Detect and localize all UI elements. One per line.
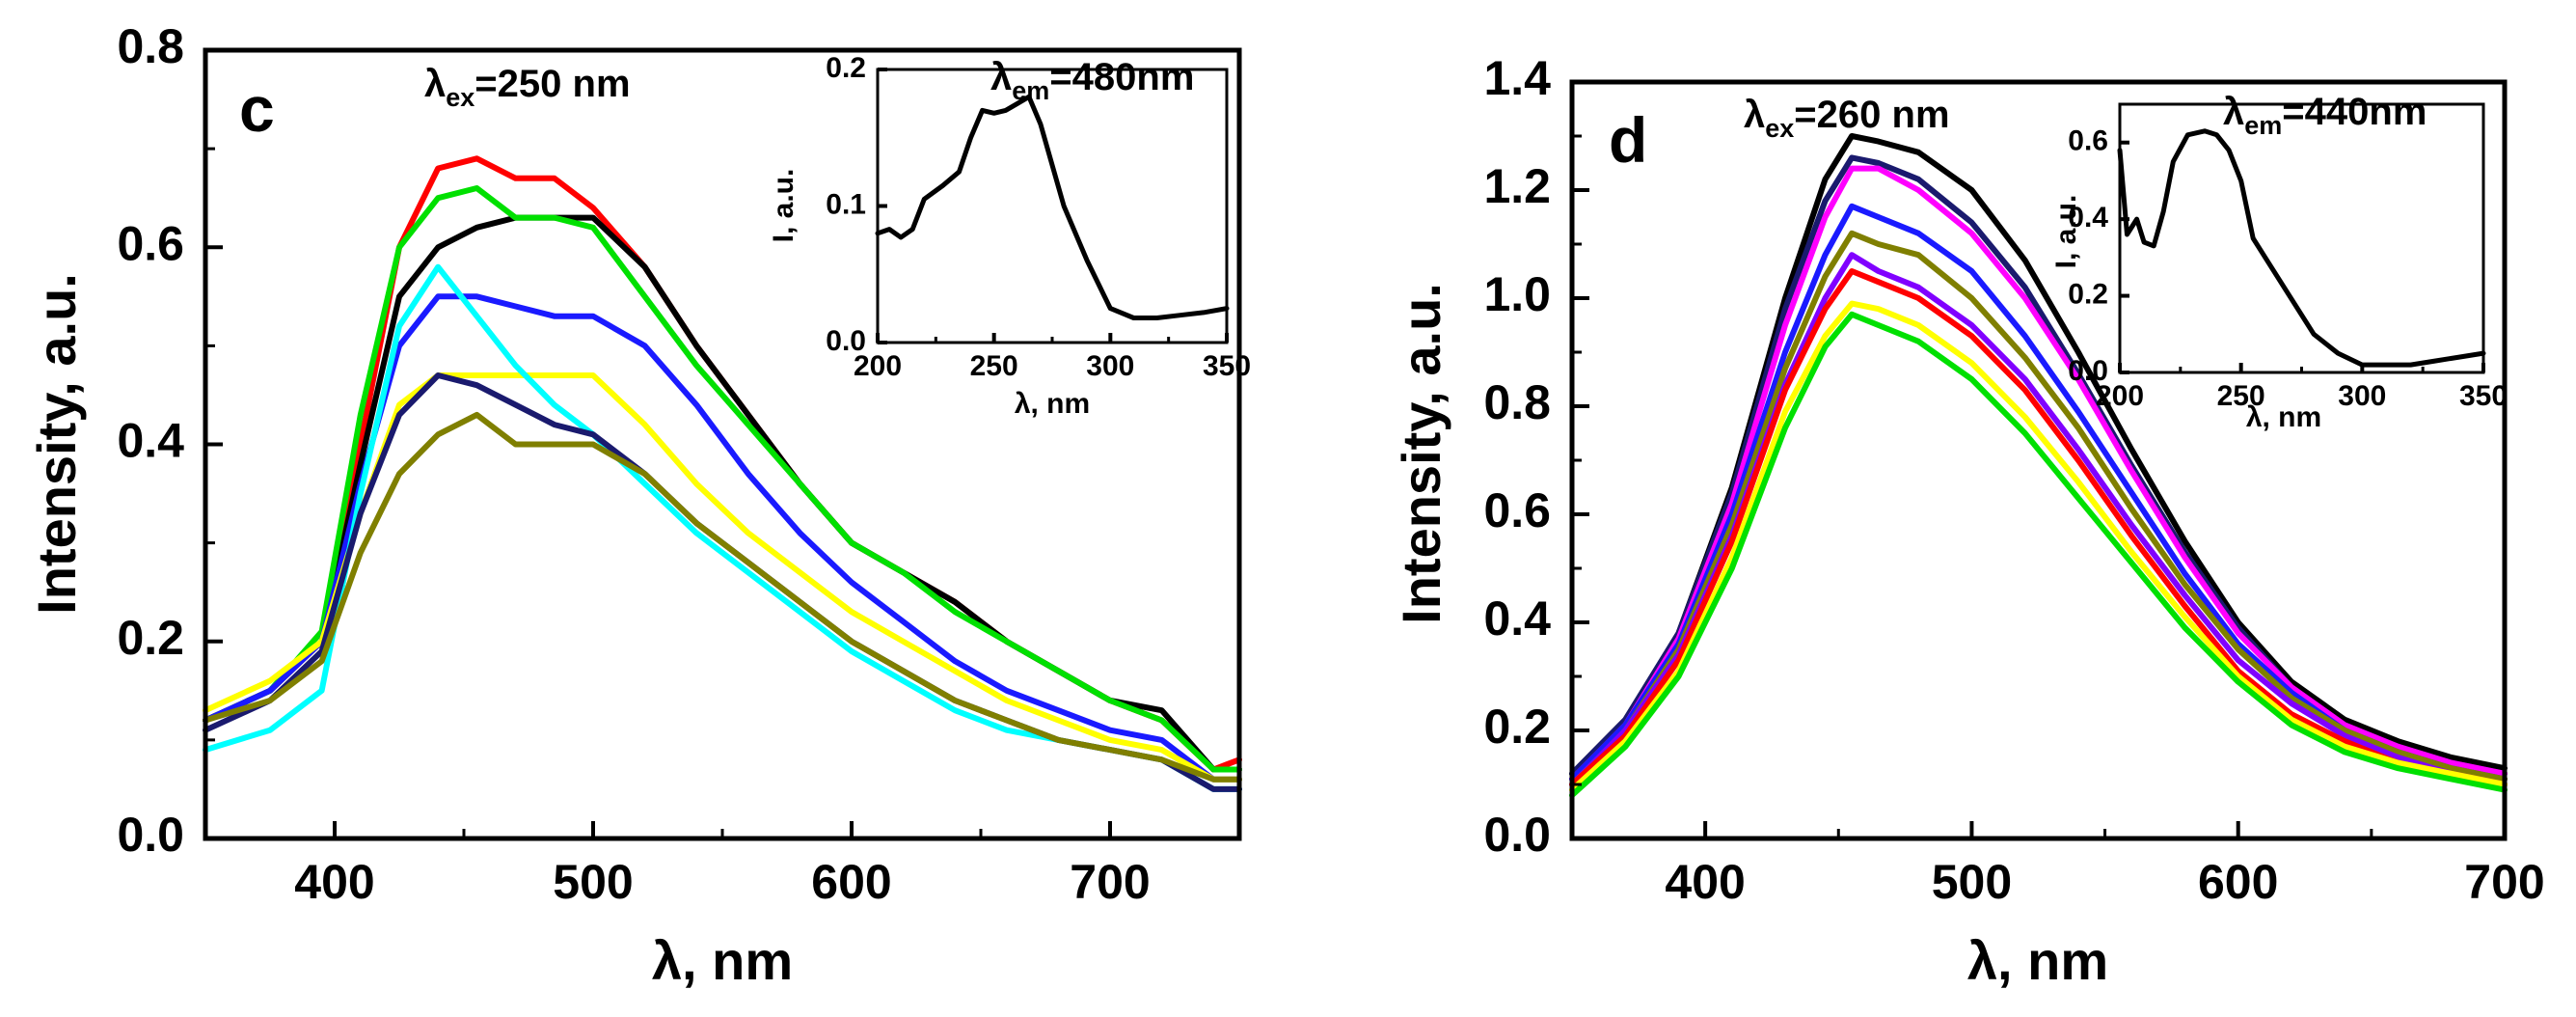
panel-d-y-axis-label: Intensity, a.u. [1391,283,1451,624]
panel-c-emission-label: λem=480nm [990,56,1194,105]
panel-c-inset-ticks: 200 250 300 350 0.0 0.1 0.2 [826,52,1251,382]
panel-d-x-tick-label: 400 [1665,855,1745,909]
panel-c-inset-x-label: λ, nm [1015,388,1090,420]
panel-c-series-olive [203,411,1242,783]
panel-d-inset-x-tick-label: 350 [2459,380,2508,412]
panel-d-letter: d [1609,104,1647,176]
panel-d-series-red [1569,268,2508,787]
panel-c-inset-x-tick-label: 300 [1086,350,1134,382]
panel-d-series-magenta [1569,165,2508,783]
panel-d-inset-y-tick-label: 0.6 [2068,125,2108,157]
panel-c-inset-y-label: I, a.u. [768,169,800,243]
panel-d-inset-x-tick-label: 250 [2217,380,2265,412]
panel-d-y-tick-label: 1.4 [1483,51,1551,105]
panel-d-inset-background [2117,96,2483,376]
panel-c-letter: c [239,73,275,145]
panel-c-series-blue [203,293,1242,783]
panel-c-series-cyan [203,263,1242,792]
panel-c-y-tick-label: 0.0 [117,808,184,862]
panel-d-inset-y-tick-label: 0.4 [2068,202,2108,234]
panel-d: 400 500 600 700 0.0 0.2 0.4 0.6 0.8 1.0 1.2 1.4 λ, … [1391,51,2545,991]
panel-c-inset: 200 250 300 350 0.0 0.1 0.2 λ, nm I, a.u. λem=… [768,52,1251,420]
panel-c-x-tick-label: 700 [1070,855,1150,909]
panel-d-y-tick-label: 0.8 [1483,375,1551,429]
panel-c-series-green [203,185,1242,773]
panel-d-y-tick-label: 1.2 [1483,159,1551,213]
panel-c-emission-subscript: em [1012,76,1049,105]
panel-d-excitation-symbol: λ [1744,94,1765,136]
panel-c-inset-background [873,68,1228,343]
panel-d-x-tick-label: 500 [1932,855,2012,909]
panel-c: 400 500 600 700 0.0 0.2 0.4 0.6 0.8 λ, nm Intens… [26,19,1251,991]
panel-d-excitation-subscript: ex [1765,114,1794,143]
panel-c-curves [203,155,1242,792]
panel-d-inset: 200 250 300 350 0.0 0.2 0.4 0.6 λ, nm I, a.u. λ… [2050,91,2508,433]
panel-c-inset-curves [875,94,1230,320]
panel-d-x-tick-label: 600 [2198,855,2278,909]
panel-c-excitation-subscript: ex [446,83,475,112]
panel-c-y-tick-label: 0.8 [117,19,184,73]
panel-d-excitation-label: λex=260 nm [1744,94,1950,143]
panel-d-y-tick-label: 0.6 [1483,483,1551,537]
panel-d-ticks: 400 500 600 700 0.0 0.2 0.4 0.6 0.8 1.0 1.2 1.4 [1483,51,2544,909]
panel-d-emission-symbol: λ [2223,91,2244,133]
panel-d-inset-x-tick-label: 300 [2338,380,2386,412]
panel-d-x-axis-label: λ, nm [1967,930,2108,991]
panel-d-inset-x-label: λ, nm [2246,401,2321,433]
panel-c-excitation-symbol: λ [424,63,446,105]
panel-d-y-tick-label: 0.4 [1483,591,1551,646]
panel-c-inset-x-tick-label: 350 [1203,350,1251,382]
panel-c-y-tick-label: 0.6 [117,216,184,270]
panel-c-y-axis-label: Intensity, a.u. [26,273,87,615]
panel-c-inset-y-tick-label: 0.2 [826,52,866,84]
panel-d-y-tick-label: 1.0 [1483,267,1551,321]
panel-c-emission-value: =480nm [1049,56,1194,98]
panel-c-ticks: 400 500 600 700 0.0 0.2 0.4 0.6 0.8 [117,19,1241,909]
panel-c-x-axis-label: λ, nm [652,930,793,991]
panel-d-curves [1569,133,2508,799]
panel-c-inset-y-tick-label: 0.1 [826,188,866,220]
panel-d-emission-subscript: em [2244,111,2282,140]
panel-c-inset-series-excitation [875,94,1230,320]
panel-d-inset-series-excitation [2117,128,2486,368]
panel-d-inset-y-label: I, a.u. [2050,195,2082,269]
panel-d-series-yellow [1569,300,2508,793]
panel-c-excitation-value: =250 nm [475,63,630,105]
panel-d-excitation-value: =260 nm [1794,94,1949,136]
panel-d-inset-x-tick-label: 200 [2096,380,2144,412]
panel-c-x-tick-label: 500 [553,855,633,909]
panel-c-inset-x-tick-label: 200 [854,350,902,382]
panel-d-series-olive [1569,230,2508,787]
panel-d-emission-label: λem=440nm [2223,91,2427,140]
panel-c-excitation-label: λex=250 nm [424,63,631,112]
panel-d-inset-curves [2117,128,2486,368]
panel-d-inset-y-tick-label: 0.2 [2068,278,2108,310]
panel-c-y-tick-label: 0.2 [117,611,184,665]
panel-c-emission-symbol: λ [990,56,1012,98]
panel-d-y-tick-label: 0.2 [1483,700,1551,754]
panel-d-inset-ticks: 200 250 300 350 0.0 0.2 0.4 0.6 [2068,125,2508,412]
panel-c-inset-x-tick-label: 250 [970,350,1018,382]
panel-c-x-tick-label: 400 [294,855,374,909]
panel-c-y-tick-label: 0.4 [117,414,184,468]
panel-d-y-tick-label: 0.0 [1483,808,1551,862]
panel-d-emission-value: =440nm [2282,91,2427,133]
panel-d-series-green [1569,311,2508,799]
panel-d-inset-y-tick-label: 0.0 [2068,355,2108,387]
panel-d-x-tick-label: 700 [2464,855,2544,909]
panel-c-inset-y-tick-label: 0.0 [826,325,866,357]
panel-c-x-tick-label: 600 [811,855,891,909]
